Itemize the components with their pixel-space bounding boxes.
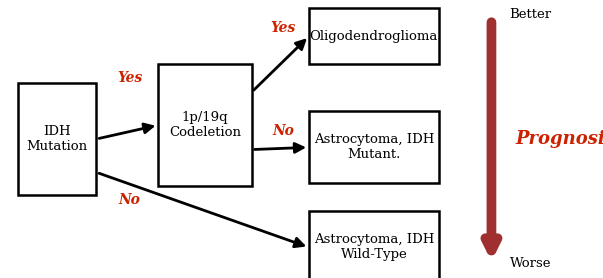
- Text: Better: Better: [510, 8, 552, 21]
- Text: IDH
Mutation: IDH Mutation: [27, 125, 88, 153]
- FancyBboxPatch shape: [158, 64, 252, 186]
- FancyBboxPatch shape: [309, 111, 438, 183]
- Text: Oligodendroglioma: Oligodendroglioma: [310, 30, 438, 43]
- Text: Prognosis: Prognosis: [516, 130, 603, 148]
- FancyBboxPatch shape: [18, 83, 96, 195]
- Text: 1p/19q
Codeletion: 1p/19q Codeletion: [169, 111, 241, 139]
- Text: No: No: [273, 124, 294, 138]
- Text: Astrocytoma, IDH
Mutant.: Astrocytoma, IDH Mutant.: [314, 133, 434, 161]
- Text: Yes: Yes: [117, 71, 142, 85]
- FancyBboxPatch shape: [309, 8, 438, 64]
- Text: Astrocytoma, IDH
Wild-Type: Astrocytoma, IDH Wild-Type: [314, 234, 434, 261]
- FancyBboxPatch shape: [309, 211, 438, 278]
- Text: Worse: Worse: [510, 257, 551, 270]
- Text: No: No: [119, 193, 140, 207]
- Text: Yes: Yes: [271, 21, 296, 35]
